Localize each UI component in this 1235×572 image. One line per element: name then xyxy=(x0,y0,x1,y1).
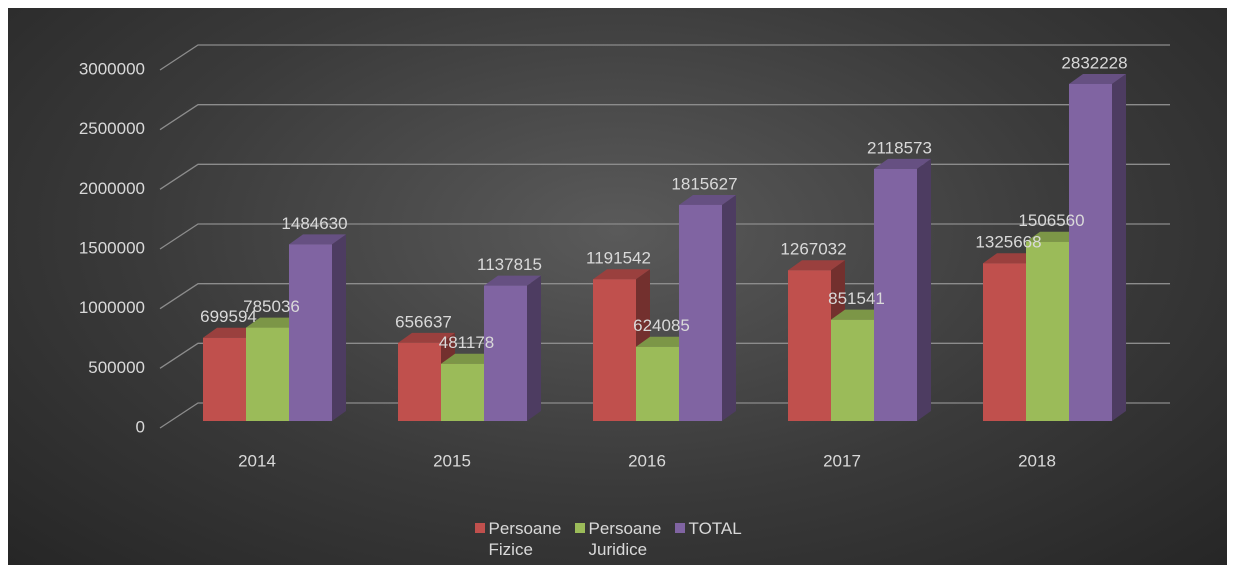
grid-line xyxy=(159,163,1170,190)
data-label: 1506560 xyxy=(1018,211,1084,230)
data-label: 851541 xyxy=(828,289,885,308)
x-tick-label: 2018 xyxy=(1018,451,1056,470)
grid-line xyxy=(159,104,1170,131)
legend-swatch xyxy=(474,523,485,533)
bar-side xyxy=(722,194,736,421)
bar xyxy=(441,363,484,421)
bar-top xyxy=(246,317,303,328)
legend-item: TOTAL xyxy=(674,518,761,560)
bar xyxy=(1069,83,1112,421)
grid-line xyxy=(159,223,1170,250)
bar-side xyxy=(917,158,931,421)
bar xyxy=(484,285,527,421)
bar xyxy=(679,204,722,421)
bar-top xyxy=(484,275,541,286)
y-tick-label: 500000 xyxy=(88,358,145,377)
y-tick-label: 2500000 xyxy=(79,119,145,138)
chart: 0 500000 1000000 1500000 2000000 2500000 30000… xyxy=(79,44,1170,470)
grid-line xyxy=(159,44,1170,71)
data-label: 2832228 xyxy=(1061,53,1127,72)
legend-label: Persoane Juridice xyxy=(588,519,662,559)
bar-top xyxy=(874,158,931,169)
legend-item: Persoane Juridice xyxy=(574,518,662,560)
y-tick-label: 2000000 xyxy=(79,179,145,198)
legend-label: TOTAL xyxy=(688,519,742,538)
bar xyxy=(203,337,246,421)
bar xyxy=(593,279,636,421)
y-tick-label: 1000000 xyxy=(79,298,145,317)
bar xyxy=(289,244,332,421)
legend: Persoane Fizice Persoane Juridice TOTAL xyxy=(8,518,1227,560)
x-tick-label: 2017 xyxy=(823,451,861,470)
bar-top xyxy=(398,332,455,343)
y-tick-label: 0 xyxy=(136,417,145,436)
bar-side xyxy=(527,275,541,421)
bar-top xyxy=(1069,73,1126,84)
bar-top xyxy=(636,336,693,347)
x-tick-label: 2016 xyxy=(628,451,666,470)
legend-swatch xyxy=(674,523,685,533)
bar xyxy=(788,270,831,421)
grid-line xyxy=(159,283,1170,310)
y-tick-label: 1500000 xyxy=(79,238,145,257)
bar xyxy=(636,346,679,421)
bar-top xyxy=(788,260,845,271)
bar xyxy=(398,342,441,421)
bar xyxy=(831,319,874,421)
bar xyxy=(246,327,289,421)
bar-top xyxy=(983,253,1040,264)
bar xyxy=(1026,241,1069,421)
data-label: 1267032 xyxy=(780,240,846,259)
chart-area: 0 500000 1000000 1500000 2000000 2500000 30000… xyxy=(8,8,1227,565)
data-label: 656637 xyxy=(395,312,452,331)
data-label: 2118573 xyxy=(867,138,932,157)
data-label: 624085 xyxy=(633,316,690,335)
data-label: 481178 xyxy=(439,333,494,352)
legend-label: Persoane Fizice xyxy=(488,519,562,559)
bar-top xyxy=(679,194,736,205)
bar-top xyxy=(593,269,650,280)
bar xyxy=(983,263,1026,421)
legend-swatch xyxy=(574,523,585,533)
bar-side xyxy=(332,234,346,421)
data-label: 1484630 xyxy=(281,214,347,233)
bar-side xyxy=(1112,73,1126,421)
x-tick-label: 2015 xyxy=(433,451,471,470)
data-label: 1191542 xyxy=(586,249,651,268)
bar-top xyxy=(203,327,260,338)
data-label: 1815627 xyxy=(671,174,737,193)
data-label: 699594 xyxy=(200,307,257,326)
data-label: 785036 xyxy=(243,297,300,316)
x-tick-label: 2014 xyxy=(238,451,276,470)
bar-top xyxy=(831,309,888,320)
bar xyxy=(874,168,917,421)
bar-top xyxy=(289,234,346,245)
bar-top xyxy=(441,353,498,364)
bar-top xyxy=(1026,231,1083,242)
y-tick-label: 3000000 xyxy=(79,59,145,78)
data-label: 1325668 xyxy=(975,233,1041,252)
legend-item: Persoane Fizice xyxy=(474,518,562,560)
data-label: 1137815 xyxy=(477,255,542,274)
